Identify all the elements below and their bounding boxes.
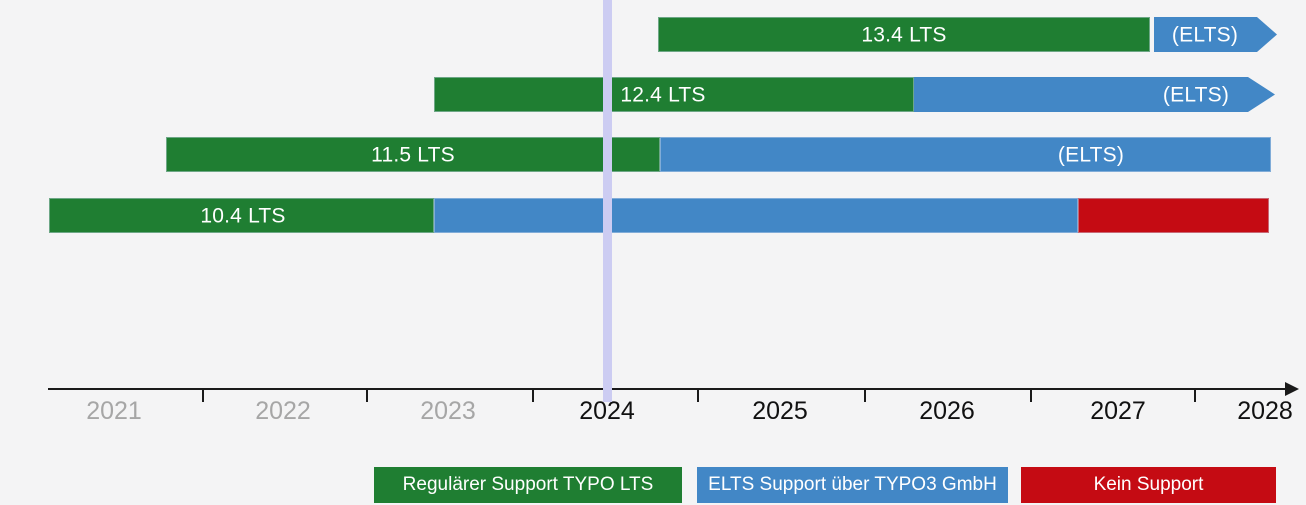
year-label-2024: 2024 (579, 397, 635, 425)
bar-segment-11.5-lts-regular (166, 137, 660, 172)
bar-segment-10.4-lts-none (1078, 198, 1269, 233)
bar-segment-12.4-lts-elts (914, 77, 1275, 112)
year-label-2028: 2028 (1237, 397, 1293, 425)
legend-item-elts-support: ELTS Support über TYPO3 GmbH (697, 467, 1008, 503)
axis-tick (1194, 389, 1196, 402)
legend-label: ELTS Support über TYPO3 GmbH (708, 474, 997, 495)
axis-tick (864, 389, 866, 402)
legend-label: Kein Support (1093, 474, 1204, 495)
bar-segment-13.4-lts-elts (1154, 17, 1277, 52)
year-label-2027: 2027 (1090, 397, 1146, 425)
legend-item-regular-support: Regulärer Support TYPO LTS (374, 467, 682, 503)
year-label-2026: 2026 (919, 397, 975, 425)
bar-label: (ELTS) (1162, 83, 1230, 106)
axis-tick (202, 389, 204, 402)
axis-tick (366, 389, 368, 402)
year-label-2025: 2025 (752, 397, 808, 425)
axis-tick (1030, 389, 1032, 402)
bar-label: (ELTS) (1171, 23, 1239, 46)
bar-segment-13.4-lts-regular (658, 17, 1150, 52)
legend-item-no-support: Kein Support (1021, 467, 1276, 503)
bar-segment-10.4-lts-elts (434, 198, 1078, 233)
current-date-marker-line (603, 0, 612, 402)
bar-segment-12.4-lts-regular (434, 77, 914, 112)
bar-segment-10.4-lts-regular (49, 198, 434, 233)
bar-segment-11.5-lts-elts (660, 137, 1271, 172)
x-axis-arrowhead-icon (1285, 382, 1299, 396)
year-label-2023: 2023 (420, 397, 476, 425)
legend-label: Regulärer Support TYPO LTS (402, 474, 654, 495)
bar-label: 12.4 LTS (620, 83, 706, 106)
bar-label: (ELTS) (1057, 143, 1125, 166)
x-axis-line (48, 388, 1285, 390)
year-label-2022: 2022 (255, 397, 311, 425)
bar-label: 10.4 LTS (200, 204, 286, 227)
bar-label: 11.5 LTS (371, 143, 455, 166)
bar-label: 13.4 LTS (861, 23, 947, 46)
axis-tick (532, 389, 534, 402)
year-label-2021: 2021 (86, 397, 142, 425)
axis-tick (697, 389, 699, 402)
